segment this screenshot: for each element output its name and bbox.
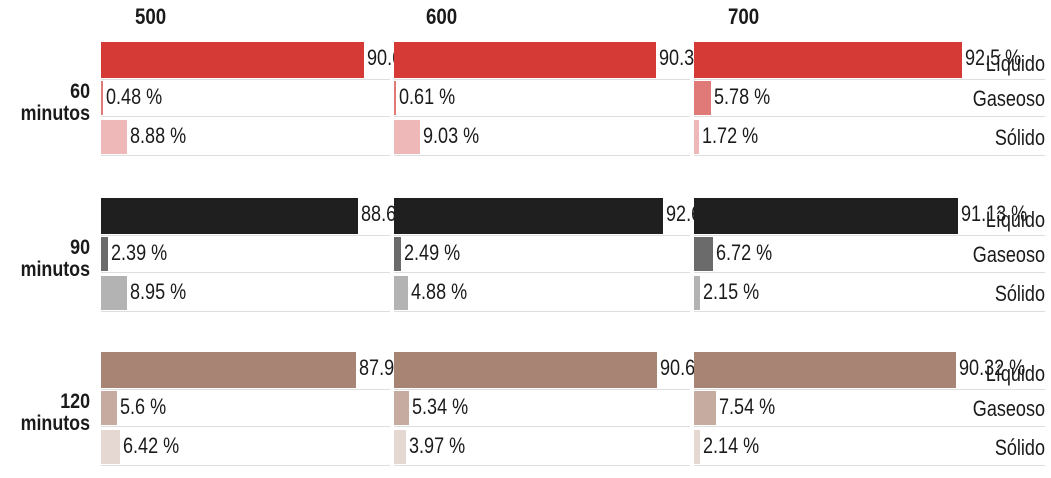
series-label-sólido: Sólido — [994, 125, 1045, 150]
bar — [101, 120, 127, 154]
data-label: 2.49 % — [404, 240, 461, 265]
bar — [394, 430, 406, 464]
data-label: 8.95 % — [129, 279, 187, 304]
series-label-sólido: Sólido — [994, 435, 1045, 460]
row-separator — [394, 426, 690, 427]
group-label: minutos — [20, 258, 91, 281]
bar — [101, 81, 103, 115]
series-label-gaseoso: Gaseoso — [972, 86, 1045, 111]
data-label: 3.97 % — [408, 433, 465, 458]
group-label: 90 — [70, 236, 90, 259]
row-separator — [101, 465, 390, 466]
row-separator — [101, 116, 390, 117]
bar — [694, 352, 956, 388]
row-separator — [394, 235, 690, 236]
row-separator — [101, 272, 390, 273]
row-separator — [694, 155, 1045, 156]
column-header-600: 600 — [426, 4, 458, 29]
row-separator — [694, 235, 1045, 236]
column-header-700: 700 — [728, 4, 760, 29]
row-separator — [101, 235, 390, 236]
bar — [694, 391, 716, 425]
bar — [694, 81, 711, 115]
data-label: 5.78 % — [713, 84, 770, 109]
row-separator — [694, 116, 1045, 117]
row-separator — [101, 311, 390, 312]
bar — [394, 391, 410, 425]
bar — [694, 120, 699, 154]
row-separator — [694, 272, 1045, 273]
data-label: 6.42 % — [122, 433, 179, 458]
bar — [394, 237, 402, 271]
row-separator — [101, 426, 390, 427]
bar — [394, 42, 657, 78]
bar — [101, 352, 357, 388]
data-label: 2.39 % — [110, 240, 168, 265]
series-label-líquido: Líquido — [985, 51, 1045, 76]
data-label: 90.32 % — [958, 355, 1026, 380]
series-label-sólido: Sólido — [994, 281, 1045, 306]
row-separator — [101, 389, 390, 390]
row-separator — [694, 389, 1045, 390]
data-label: 1.72 % — [701, 123, 759, 148]
data-label: 8.88 % — [129, 123, 186, 148]
bar — [101, 198, 359, 234]
data-label: 91.13 % — [961, 201, 1028, 226]
bar — [694, 42, 963, 78]
row-separator — [694, 79, 1045, 80]
group-label: minutos — [20, 102, 91, 125]
bar — [694, 430, 701, 464]
bar — [101, 391, 118, 425]
row-separator — [694, 426, 1045, 427]
row-separator — [694, 311, 1045, 312]
data-label: 6.72 % — [716, 240, 773, 265]
row-separator — [101, 155, 390, 156]
series-label-gaseoso: Gaseoso — [972, 396, 1045, 421]
bar — [101, 237, 108, 271]
row-separator — [394, 79, 690, 80]
data-label: 9.03 % — [423, 123, 480, 148]
row-separator — [394, 116, 690, 117]
bar — [101, 42, 364, 78]
row-separator — [394, 311, 690, 312]
bar — [394, 198, 663, 234]
column-header-500: 500 — [135, 4, 167, 29]
data-label: 4.88 % — [411, 279, 468, 304]
bar — [101, 276, 127, 310]
data-label: 0.48 % — [105, 84, 162, 109]
row-separator — [394, 155, 690, 156]
row-separator — [394, 272, 690, 273]
data-label: 7.54 % — [718, 394, 776, 419]
bar — [394, 81, 396, 115]
row-separator — [694, 465, 1045, 466]
bar — [694, 198, 959, 234]
series-label-líquido: Líquido — [985, 361, 1045, 386]
bar — [101, 430, 120, 464]
data-label: 0.61 % — [398, 84, 455, 109]
series-label-gaseoso: Gaseoso — [972, 242, 1045, 267]
data-label: 2.15 % — [703, 279, 760, 304]
bar — [694, 276, 701, 310]
data-label: 5.6 % — [120, 394, 167, 419]
row-separator — [394, 389, 690, 390]
group-label: minutos — [20, 412, 91, 435]
bar — [694, 237, 714, 271]
group-label: 120 — [60, 390, 90, 413]
series-label-líquido: Líquido — [985, 207, 1045, 232]
group-label: 60 — [70, 80, 90, 103]
bar — [394, 120, 421, 154]
row-separator — [394, 465, 690, 466]
row-separator — [101, 79, 390, 80]
bar — [394, 276, 409, 310]
bar — [394, 352, 657, 388]
data-label: 5.34 % — [412, 394, 469, 419]
data-label: 2.14 % — [703, 433, 760, 458]
data-label: 92.5 % — [965, 45, 1022, 70]
